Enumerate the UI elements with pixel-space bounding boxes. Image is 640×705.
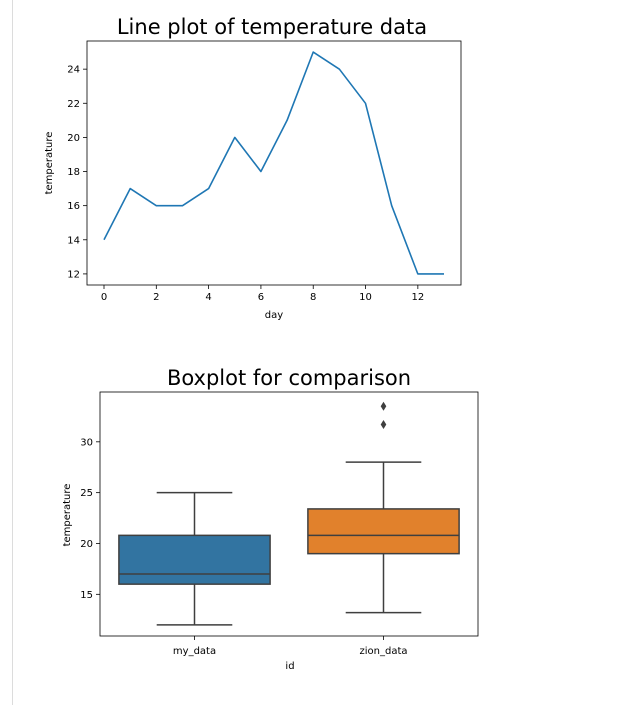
box-outlier-point bbox=[380, 420, 387, 430]
line-chart-xtick-label: 10 bbox=[359, 292, 372, 303]
box-chart-ytick-label: 15 bbox=[80, 590, 93, 601]
box-chart-xtick-label: my_data bbox=[173, 646, 216, 657]
line-chart-ytick-label: 18 bbox=[67, 167, 80, 178]
line-chart: Line plot of temperature data 0 2 4 6 8 10 121… bbox=[44, 15, 462, 321]
box-chart-boxes bbox=[118, 401, 460, 626]
box-chart-title: Boxplot for comparison bbox=[167, 366, 411, 390]
box-chart-axes-frame bbox=[99, 391, 479, 637]
box-chart-xlabel: id bbox=[285, 661, 294, 672]
box-chart-ytick-label: 30 bbox=[80, 437, 93, 448]
line-chart-ytick-label: 20 bbox=[67, 133, 80, 144]
box-chart-xtick-label: zion_data bbox=[359, 646, 407, 657]
line-chart-title: Line plot of temperature data bbox=[117, 15, 427, 39]
notebook-cell-border bbox=[12, 0, 13, 705]
line-chart-ylabel: temperature bbox=[44, 132, 55, 195]
box-chart: Boxplot for comparison 15 20 25 30 my_data zi… bbox=[62, 366, 479, 672]
line-chart-xtick-label: 4 bbox=[205, 292, 211, 303]
box-zion_data bbox=[307, 401, 460, 614]
line-series-temperature bbox=[103, 51, 444, 275]
box-chart-ticks: 15 20 25 30 my_data zion_data bbox=[80, 437, 407, 657]
box-chart-ytick-label: 20 bbox=[80, 539, 93, 550]
box-chart-ytick-label: 25 bbox=[80, 488, 93, 499]
line-chart-ytick-label: 12 bbox=[67, 269, 80, 280]
line-chart-xtick-label: 12 bbox=[411, 292, 424, 303]
line-chart-xlabel: day bbox=[265, 310, 283, 321]
line-chart-xtick-label: 8 bbox=[310, 292, 316, 303]
line-chart-xtick-label: 6 bbox=[258, 292, 264, 303]
line-chart-ytick-label: 24 bbox=[67, 65, 80, 76]
line-chart-ytick-label: 14 bbox=[67, 235, 80, 246]
box-outlier-point bbox=[380, 401, 387, 411]
box-iqr bbox=[307, 508, 460, 555]
box-iqr bbox=[118, 534, 271, 585]
line-chart-xtick-label: 0 bbox=[101, 292, 107, 303]
line-chart-xtick-label: 2 bbox=[153, 292, 159, 303]
box-chart-ylabel: temperature bbox=[62, 484, 73, 547]
line-chart-ytick-label: 22 bbox=[67, 99, 80, 110]
box-my_data bbox=[118, 491, 271, 626]
line-chart-ytick-label: 16 bbox=[67, 201, 80, 212]
line-chart-axes-frame bbox=[86, 40, 462, 286]
